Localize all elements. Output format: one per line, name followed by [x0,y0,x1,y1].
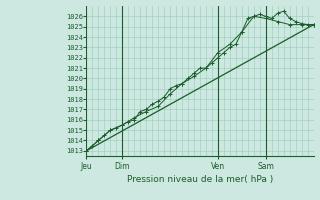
X-axis label: Pression niveau de la mer( hPa ): Pression niveau de la mer( hPa ) [127,175,273,184]
